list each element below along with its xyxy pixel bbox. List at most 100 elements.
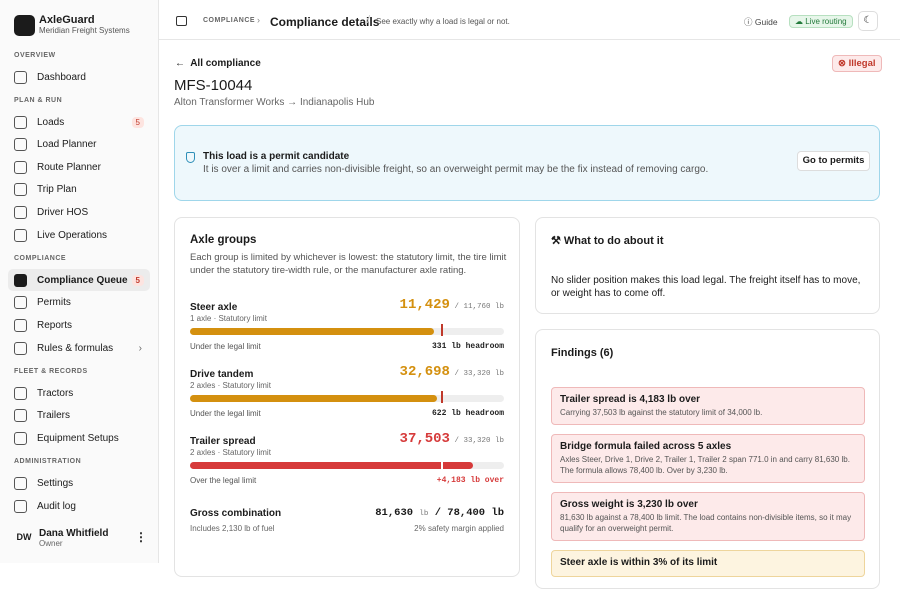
finding-text: Axles Steer, Drive 1, Drive 2, Trailer 1… [560, 455, 850, 475]
nav-label: Tractors [37, 387, 74, 399]
load-id: MFS-10044 [174, 77, 253, 94]
section-title: ADMINISTRATION [14, 458, 82, 466]
nav-icon [14, 386, 27, 400]
nav-icon [14, 318, 27, 332]
status-badge: ☁ Live routing [789, 15, 853, 28]
limit-marker [441, 324, 443, 336]
logo [14, 15, 35, 36]
finding-title: Gross weight is 3,230 lb over [560, 499, 698, 510]
notice-title: This load is a permit candidate [203, 151, 350, 162]
nav-icon [14, 341, 27, 355]
gross-weight: 81,630 lb / 78,400 lb [375, 507, 504, 519]
gross-detail: Includes 2,130 lb of fuel [190, 524, 275, 533]
bar-fill [190, 395, 437, 402]
nav-item[interactable]: Route Planner [8, 156, 150, 178]
actions-card: ⚒ What to do about it No slider position… [535, 217, 880, 314]
avatar: DW [16, 532, 32, 542]
group-limit: / 33,320 lb [454, 437, 504, 445]
group-detail: 2 axles · Statutory limit [190, 381, 271, 390]
back-text: All compliance [190, 58, 261, 69]
group-headroom: +4,183 lb over [436, 476, 504, 485]
finding-text: Carrying 37,503 lb against the statutory… [560, 408, 763, 417]
permits-button[interactable]: Go to permits [797, 151, 870, 171]
nav-icon [14, 138, 27, 152]
nav-icon [14, 70, 27, 84]
nav-icon [14, 476, 27, 490]
nav-item[interactable]: Driver HOS [8, 202, 150, 224]
finding-text: 81,630 lb against a 78,400 lb limit. The… [560, 513, 852, 533]
section-title: COMPLIANCE [14, 255, 67, 263]
finding-title: Bridge formula failed across 5 axles [560, 441, 732, 452]
nav-badge: 5 [131, 116, 144, 128]
nav-icon [14, 499, 27, 513]
finding-title: Trailer spread is 4,183 lb over [560, 394, 701, 405]
section-title: PLAN & RUN [14, 97, 63, 105]
back-link[interactable]: ← All compliance [175, 58, 261, 69]
actions-text: No slider position makes this load legal… [551, 275, 861, 299]
nav-item[interactable]: Equipment Setups [8, 427, 150, 449]
gross-value: 81,630 [375, 507, 414, 519]
gross-limit: / 78,400 lb [434, 507, 504, 519]
nav-label: Reports [37, 319, 73, 331]
nav-label: Permits [37, 297, 71, 309]
limit-marker [441, 391, 443, 403]
nav-icon [14, 431, 27, 445]
nav-item[interactable]: Compliance Queue 5 [8, 269, 150, 292]
finding: Bridge formula failed across 5 axles Axle… [551, 434, 865, 483]
sidebar-toggle[interactable] [176, 16, 187, 26]
findings-card: Findings (6) Trailer spread is 4,183 lb … [535, 329, 880, 589]
nav-item[interactable]: Permits [8, 292, 150, 314]
nav-item[interactable]: Live Operations [8, 224, 150, 246]
axle-card: Axle groups Each group is limited by whi… [174, 217, 520, 577]
nav-icon [14, 296, 27, 310]
nav-item[interactable]: Trip Plan [8, 179, 150, 201]
nav-label: Live Operations [37, 229, 108, 241]
status-text: Illegal [848, 58, 876, 69]
group-status: Under the legal limit [190, 342, 261, 351]
nav-item[interactable]: Trailers [8, 405, 150, 427]
group-status: Under the legal limit [190, 409, 261, 418]
gross-unit: lb [419, 510, 429, 518]
theme-toggle[interactable]: ☾ [858, 11, 878, 31]
card-title: Findings (6) [551, 347, 614, 359]
nav-item[interactable]: Rules & formulas › [8, 337, 150, 359]
nav-item[interactable]: Audit log [8, 495, 150, 517]
group-name: Drive tandem [190, 369, 254, 380]
breadcrumb[interactable]: COMPLIANCE [203, 17, 256, 24]
group-name: Steer axle [190, 302, 238, 313]
gross-title: Gross combination [190, 508, 282, 519]
nav-badge: 5 [131, 274, 144, 286]
group-detail: 1 axle · Statutory limit [190, 314, 267, 323]
route: Alton Transformer Works → Indianapolis H… [174, 97, 375, 108]
group-weight: 32,698 / 33,320 lb [400, 364, 504, 380]
app: AxleGuard Meridian Freight Systems DW Da… [8, 0, 900, 589]
nav-label: Audit log [37, 500, 76, 512]
nav-label: Trailers [37, 410, 70, 422]
user-menu[interactable]: ⋮ [135, 530, 147, 544]
group-headroom: 622 lb headroom [431, 409, 504, 418]
nav-item[interactable]: Dashboard [8, 66, 150, 88]
nav-label: Trip Plan [37, 184, 77, 196]
notice: This load is a permit candidate It is ov… [174, 125, 880, 201]
header-title: Compliance details [270, 15, 380, 29]
brand-name: AxleGuard [39, 14, 95, 26]
guide-link[interactable]: ⓘ Guide [744, 17, 778, 27]
notice-text: It is over a limit and carries non-divis… [203, 164, 709, 175]
nav-label: Route Planner [37, 161, 101, 173]
nav-icon [14, 183, 27, 197]
nav-icon [14, 273, 27, 287]
card-title-text: What to do about it [563, 235, 664, 247]
nav-item[interactable]: Settings [8, 472, 150, 494]
nav-item[interactable]: Loads 5 [8, 111, 150, 133]
finding: Steer axle is within 3% of its limit [551, 550, 865, 577]
nav-item[interactable]: Load Planner [8, 134, 150, 156]
nav-icon [14, 206, 27, 219]
gross-note: 2% safety margin applied [414, 524, 504, 533]
nav-label: Load Planner [37, 139, 97, 151]
card-description: Each group is limited by whichever is lo… [190, 252, 507, 276]
nav-item[interactable]: Reports [8, 314, 150, 336]
nav-item[interactable]: Tractors [8, 382, 150, 404]
card-title: ⚒ What to do about it [551, 235, 664, 247]
user-name: Dana Whitfield [39, 528, 109, 539]
guide-text: Guide [754, 17, 778, 27]
